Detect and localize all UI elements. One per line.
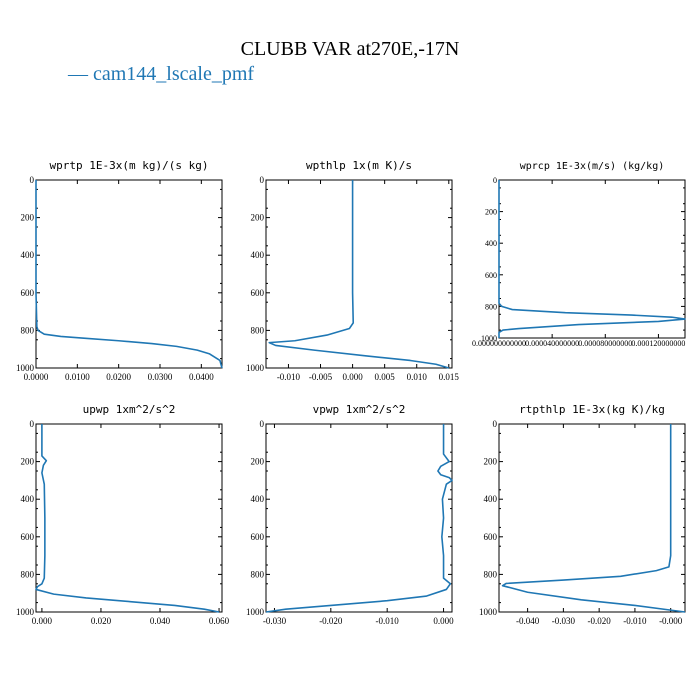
x-tick-label: 0.040	[150, 616, 171, 626]
y-tick-label: 600	[21, 532, 35, 542]
panel-3-series-line	[498, 180, 686, 338]
y-tick-label: 600	[485, 271, 497, 280]
x-tick-label: 0.0200	[106, 372, 131, 382]
panel-1-title: wprtp 1E-3x(m kg)/(s kg)	[50, 159, 209, 172]
x-tick-label: 0.0300	[148, 372, 173, 382]
y-tick-label: 600	[251, 288, 265, 298]
y-tick-label: 600	[21, 288, 35, 298]
y-tick-label: 1000	[16, 363, 35, 373]
x-tick-label: 0.060	[209, 616, 230, 626]
y-tick-label: 1000	[479, 607, 498, 617]
x-tick-label: 0.000	[433, 616, 454, 626]
x-tick-label: -0.030	[263, 616, 287, 626]
x-tick-label: -0.030	[552, 616, 576, 626]
y-tick-label: 800	[251, 325, 265, 335]
y-tick-label: 800	[485, 302, 497, 311]
panel-6-frame	[498, 423, 686, 613]
y-tick-label: 1000	[246, 363, 265, 373]
x-tick-label: 0.005	[375, 372, 396, 382]
panel-3: wprcp 1E-3x(m/s) (kg/kg) 0 200 400 600 800 100…	[472, 161, 686, 348]
y-tick-label: 200	[21, 213, 35, 223]
x-tick-label: 0.020	[91, 616, 112, 626]
x-tick-label: -0.040	[516, 616, 540, 626]
panel-4-title: upwp 1xm^2/s^2	[83, 403, 176, 416]
y-tick-label: 600	[251, 532, 265, 542]
panel-5: vpwp 1xm^2/s^2 0 200 400 600 800 1000-0.030 -0.…	[246, 403, 454, 626]
panel-1: wprtp 1E-3x(m kg)/(s kg) 0 200 400 600 800 100…	[16, 159, 223, 382]
x-tick-label: 0.0100	[65, 372, 90, 382]
x-tick-label: -0.005	[309, 372, 333, 382]
panel-4-series-line	[35, 424, 220, 613]
x-tick-label: 0.000	[342, 372, 363, 382]
figure-title: CLUBB VAR at270E,-17N	[241, 38, 460, 60]
x-tick-label: 0.000000000000	[472, 339, 526, 348]
y-tick-label: 0	[30, 175, 35, 185]
legend-entry: — cam144_lscale_pmf	[67, 63, 254, 85]
x-tick-label: 0.000120000000	[631, 339, 685, 348]
panel-5-series-line	[265, 424, 453, 613]
x-tick-label: 0.000	[32, 616, 53, 626]
x-tick-label: 0.010	[407, 372, 428, 382]
panel-4-frame	[35, 423, 223, 613]
panel-5-frame	[265, 423, 453, 613]
x-tick-label: 0.0400	[189, 372, 214, 382]
y-tick-label: 200	[484, 457, 498, 467]
y-tick-label: 400	[484, 494, 498, 504]
y-tick-label: 400	[21, 250, 35, 260]
y-tick-label: 400	[21, 494, 35, 504]
y-tick-label: 0	[493, 176, 497, 185]
x-tick-label: -0.010	[277, 372, 301, 382]
y-tick-label: 0	[493, 419, 498, 429]
x-tick-label: -0.020	[588, 616, 612, 626]
panel-6-title: rtpthlp 1E-3x(kg K)/kg	[519, 403, 665, 416]
panel-6: rtpthlp 1E-3x(kg K)/kg 0 200 400 600 800 1000 -…	[479, 403, 686, 626]
panel-2: wpthlp 1x(m K)/s 0 200 400 600 800 1000 -0.010-…	[246, 159, 459, 382]
y-tick-label: 200	[251, 213, 265, 223]
y-tick-label: 1000	[481, 334, 497, 343]
panel-5-title: vpwp 1xm^2/s^2	[313, 403, 406, 416]
y-tick-label: 400	[485, 239, 497, 248]
y-tick-label: 200	[21, 457, 35, 467]
y-tick-label: 800	[21, 325, 35, 335]
y-tick-label: 0	[260, 419, 265, 429]
y-tick-label: 0	[30, 419, 35, 429]
x-tick-label: 0.015	[439, 372, 460, 382]
panel-2-title: wpthlp 1x(m K)/s	[306, 159, 412, 172]
y-tick-label: 600	[484, 532, 498, 542]
y-tick-label: 400	[251, 494, 265, 504]
y-tick-label: 200	[485, 208, 497, 217]
y-tick-label: 400	[251, 250, 265, 260]
y-tick-label: 1000	[246, 607, 265, 617]
y-tick-label: 200	[251, 457, 265, 467]
y-tick-label: 800	[251, 569, 265, 579]
panel-2-series-line	[268, 180, 450, 369]
panel-1-series-line	[35, 180, 223, 369]
x-tick-label: -0.010	[623, 616, 647, 626]
y-tick-label: 800	[21, 569, 35, 579]
x-tick-label: 0.0000	[24, 372, 49, 382]
y-tick-label: 0	[260, 175, 265, 185]
panel-3-title: wprcp 1E-3x(m/s) (kg/kg)	[520, 161, 665, 172]
y-tick-label: 800	[484, 569, 498, 579]
y-tick-label: 1000	[16, 607, 35, 617]
panel-2-frame	[265, 179, 453, 369]
x-tick-label: 0.000040000000	[525, 339, 579, 348]
panel-6-series-line	[501, 424, 686, 613]
x-tick-label: -0.010	[376, 616, 400, 626]
x-tick-label: 0.000080000000	[578, 339, 632, 348]
x-tick-label: -0.020	[319, 616, 343, 626]
x-tick-label: -0.000	[659, 616, 683, 626]
